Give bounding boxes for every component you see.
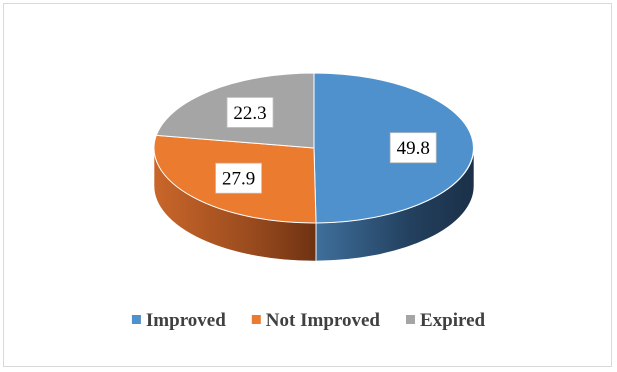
legend-swatch: [251, 315, 261, 324]
data-label-box: [389, 132, 437, 164]
data-label-expired: 22.3: [226, 97, 274, 128]
data-label-not-improved: 27.9: [215, 162, 262, 194]
legend-label: Expired: [420, 310, 486, 331]
legend-item-improved: Improved: [131, 310, 226, 331]
data-label-text: 27.9: [222, 169, 255, 190]
legend-label: Improved: [146, 310, 226, 331]
legend: Improved Not Improved Expired: [131, 310, 486, 331]
data-label-box: [215, 162, 262, 194]
data-label-improved: 49.8: [389, 132, 437, 164]
legend-item-expired: Expired: [405, 310, 486, 331]
legend-swatch: [405, 315, 415, 324]
data-label-text: 49.8: [397, 138, 430, 159]
data-labels: 49.8 27.9 22.3: [215, 97, 437, 194]
legend-label: Not Improved: [266, 310, 381, 331]
data-label-box: [226, 97, 274, 128]
legend-swatch: [131, 315, 141, 324]
data-label-text: 22.3: [233, 103, 266, 124]
legend-item-not-improved: Not Improved: [251, 310, 381, 331]
